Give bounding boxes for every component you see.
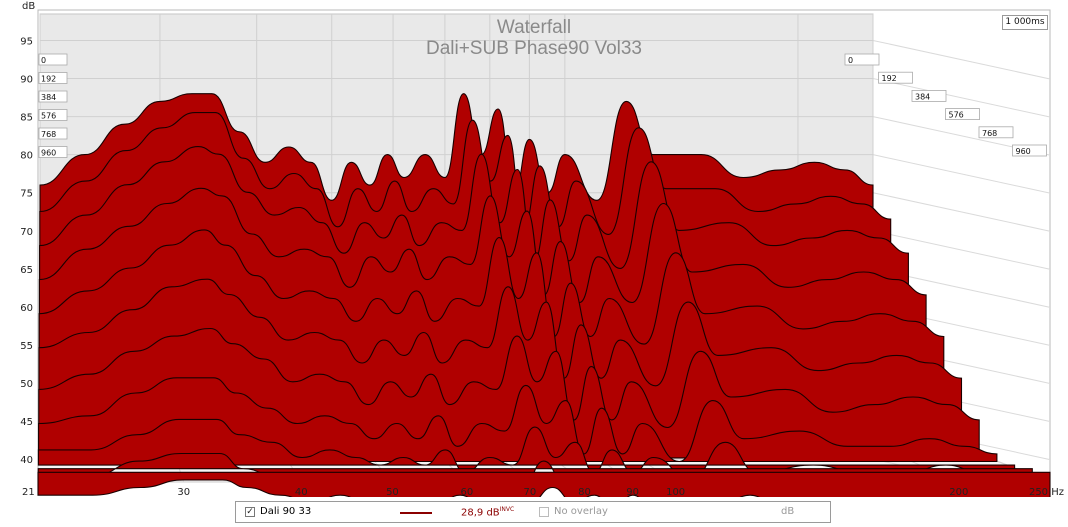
time-axis-max-label: 1 000ms (1002, 15, 1048, 30)
y-tick-label: 90 (20, 75, 33, 86)
y-tick-label: 95 (20, 36, 33, 47)
y-tick-label: 50 (20, 379, 33, 390)
waterfall-slice (37, 418, 1016, 481)
y-tick-label: 40 (20, 455, 33, 466)
time-label-left: 0 (41, 56, 46, 65)
unit-label: dB (781, 506, 795, 517)
y-axis-label: dB (22, 1, 35, 12)
time-label-right: 960 (1016, 147, 1031, 156)
time-label-left: 960 (41, 149, 56, 158)
y-tick-label: 45 (20, 417, 33, 428)
time-label-box-right (1012, 144, 1047, 157)
grid-line-side (872, 78, 1051, 118)
y-tick-label: 85 (20, 113, 33, 124)
time-label-box-right (945, 108, 980, 120)
time-label-left: 768 (41, 130, 56, 139)
time-label-right: 384 (915, 92, 930, 101)
time-label-box-left (38, 146, 68, 158)
time-label-box-left (38, 109, 68, 121)
grid-line-side (872, 39, 1051, 80)
legend-bar: ✓ Dali 90 33 28,9 dBINVC No overlay dB (235, 501, 831, 523)
x-tick-label: 60 (461, 487, 474, 497)
overlay-label: No overlay (554, 506, 608, 517)
x-tick-label: 21 (22, 487, 35, 497)
time-label-right: 576 (949, 111, 964, 120)
overlay-checkbox[interactable] (539, 507, 549, 517)
time-label-box-right (978, 126, 1014, 139)
x-tick-label: 100 (666, 487, 685, 497)
waterfall-slice (38, 377, 998, 463)
cursor-value: 28,9 dBINVC (461, 506, 515, 519)
x-tick-label: 70 (524, 487, 537, 497)
grid-line-side (872, 154, 1051, 194)
waterfall-slice (37, 471, 1051, 497)
x-tick-label: 40 (295, 487, 308, 497)
x-tick-label: 30 (177, 487, 190, 497)
x-axis-ticks: 21 30 40 50 60 70 80 90 100 200 250 Hz (22, 487, 1064, 497)
time-label-left: 576 (41, 112, 56, 121)
grid-line-side (872, 230, 1051, 270)
grid-line-side (872, 192, 1051, 232)
y-tick-label: 80 (20, 151, 33, 162)
y-axis-ticks: 95 90 85 80 75 70 65 60 55 50 45 40 (20, 36, 33, 466)
time-label-box-right (878, 71, 913, 84)
y-tick-label: 60 (20, 303, 33, 314)
time-label-box-left (38, 53, 68, 66)
time-label-right: 0 (848, 56, 853, 65)
time-labels: 0 0 192 192 384 384 576 576 768 768 960 960 (38, 53, 1047, 158)
time-label-box-right (911, 90, 947, 102)
series-swatch (400, 512, 432, 514)
x-tick-label: 250 Hz (1029, 487, 1064, 497)
chart-subtitle: Dali+SUB Phase90 Vol33 (426, 38, 642, 59)
series-label: Dali 90 33 (260, 506, 312, 517)
time-label-right: 192 (882, 74, 897, 83)
x-tick-label: 80 (578, 487, 591, 497)
time-label-box-right (844, 53, 880, 66)
time-label-box-left (38, 72, 68, 84)
time-label-box-left (38, 127, 68, 140)
time-label-left: 192 (41, 75, 56, 84)
time-label-left: 384 (41, 93, 56, 102)
x-tick-label: 50 (386, 487, 399, 497)
x-tick-label: 200 (949, 487, 968, 497)
series-checkbox[interactable]: ✓ (245, 507, 255, 517)
chart-title: Waterfall (497, 17, 571, 38)
waterfall-slices (37, 93, 1051, 497)
y-tick-label: 70 (20, 227, 33, 238)
time-label-right: 768 (982, 129, 997, 138)
time-label-box-left (38, 90, 68, 103)
y-tick-label: 65 (20, 265, 33, 276)
x-tick-label: 90 (626, 487, 639, 497)
y-tick-label: 55 (20, 341, 33, 352)
y-tick-label: 75 (20, 189, 33, 200)
